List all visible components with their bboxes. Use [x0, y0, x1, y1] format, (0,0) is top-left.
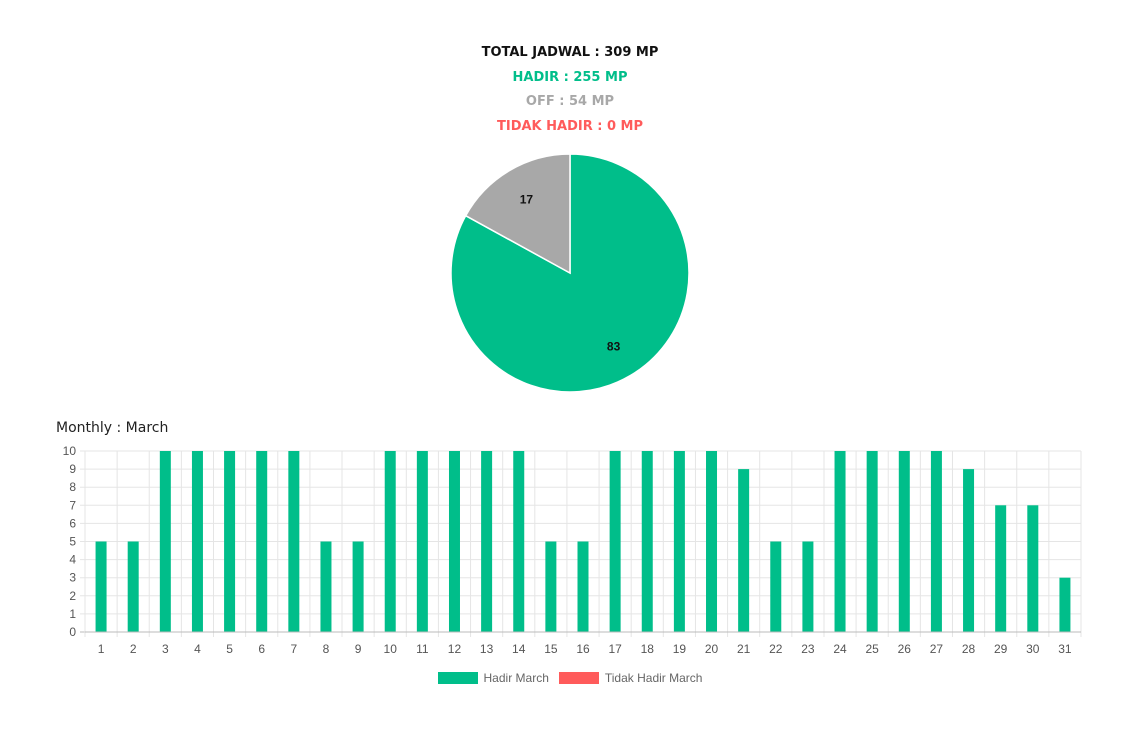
legend-swatch-tidak-hadir: [558, 672, 599, 684]
x-tick-label: 8: [323, 642, 330, 656]
bar-hadir-day-30[interactable]: [1027, 505, 1039, 632]
bar-hadir-day-7[interactable]: [288, 451, 300, 632]
y-tick-label: 7: [69, 498, 76, 512]
legend-label-hadir: Hadir March: [483, 671, 549, 685]
x-tick-label: 12: [448, 642, 462, 656]
bar-hadir-day-15[interactable]: [545, 541, 557, 633]
x-tick-label: 15: [544, 642, 558, 656]
x-tick-label: 27: [930, 642, 944, 656]
bar-hadir-day-28[interactable]: [963, 469, 975, 632]
x-tick-label: 11: [416, 642, 429, 656]
x-tick-label: 31: [1058, 642, 1072, 656]
bar-hadir-day-8[interactable]: [320, 541, 332, 633]
y-tick-label: 9: [69, 462, 76, 476]
bar-hadir-day-3[interactable]: [159, 451, 171, 632]
x-tick-label: 28: [962, 642, 976, 656]
x-tick-label: 3: [162, 642, 169, 656]
bar-hadir-day-17[interactable]: [609, 451, 621, 632]
bar-hadir-day-11[interactable]: [416, 451, 428, 632]
bar-hadir-day-18[interactable]: [641, 451, 653, 632]
bar-hadir-day-26[interactable]: [898, 451, 910, 632]
bar-hadir-day-12[interactable]: [448, 451, 460, 632]
x-tick-label: 7: [290, 642, 297, 656]
x-tick-label: 25: [865, 642, 879, 656]
legend-swatch-hadir: [437, 672, 478, 684]
y-tick-label: 5: [69, 535, 76, 549]
x-tick-label: 9: [355, 642, 362, 656]
y-tick-label: 3: [69, 571, 76, 585]
x-tick-label: 13: [480, 642, 494, 656]
x-tick-label: 6: [258, 642, 265, 656]
bar-hadir-day-9[interactable]: [352, 541, 364, 633]
x-tick-label: 30: [1026, 642, 1040, 656]
y-tick-label: 10: [63, 444, 77, 458]
x-tick-label: 20: [705, 642, 719, 656]
x-tick-label: 23: [801, 642, 815, 656]
bar-hadir-day-4[interactable]: [191, 451, 203, 632]
bar-hadir-day-5[interactable]: [224, 451, 236, 632]
pie-slice-label: 17: [520, 192, 534, 206]
bar-hadir-day-31[interactable]: [1059, 577, 1071, 632]
monthly-title: Monthly : March: [56, 420, 169, 436]
chart-legend: Hadir March Tidak Hadir March: [0, 671, 1140, 685]
bar-hadir-day-23[interactable]: [802, 541, 814, 633]
bar-hadir-day-25[interactable]: [866, 451, 878, 632]
x-tick-label: 5: [226, 642, 233, 656]
bar-hadir-day-13[interactable]: [481, 451, 493, 632]
x-tick-label: 18: [641, 642, 655, 656]
y-tick-label: 8: [69, 480, 76, 494]
x-tick-label: 10: [384, 642, 398, 656]
bar-hadir-day-22[interactable]: [770, 541, 782, 633]
y-tick-label: 2: [69, 589, 76, 603]
x-tick-label: 19: [673, 642, 687, 656]
x-tick-label: 2: [130, 642, 137, 656]
pie-slice-label: 83: [607, 340, 621, 354]
x-tick-label: 26: [898, 642, 912, 656]
legend-item-hadir[interactable]: Hadir March: [437, 671, 549, 685]
bar-hadir-day-6[interactable]: [256, 451, 268, 632]
attendance-pie-chart: 83 17: [450, 153, 690, 393]
summary-tidak-hadir: TIDAK HADIR : 0 MP: [496, 119, 644, 134]
bar-hadir-day-29[interactable]: [995, 505, 1007, 632]
pie-slice-17[interactable]: [464, 153, 571, 275]
legend-item-tidak-hadir[interactable]: Tidak Hadir March: [558, 671, 703, 685]
y-tick-label: 6: [69, 516, 76, 530]
legend-label-tidak-hadir: Tidak Hadir March: [604, 671, 703, 685]
bar-hadir-day-24[interactable]: [834, 451, 846, 632]
y-tick-label: 0: [69, 625, 76, 639]
bar-hadir-day-16[interactable]: [577, 541, 589, 633]
x-tick-label: 24: [833, 642, 847, 656]
summary-hadir: HADIR : 255 MP: [512, 70, 628, 85]
bar-hadir-day-19[interactable]: [673, 451, 685, 632]
summary-off: OFF : 54 MP: [525, 94, 615, 109]
y-tick-label: 4: [69, 553, 76, 567]
bar-hadir-day-2[interactable]: [127, 541, 139, 633]
x-tick-label: 1: [98, 642, 105, 656]
x-tick-label: 16: [576, 642, 590, 656]
bar-hadir-day-10[interactable]: [384, 451, 396, 632]
x-tick-label: 21: [737, 642, 751, 656]
bar-hadir-day-1[interactable]: [95, 541, 107, 633]
summary-total: TOTAL JADWAL : 309 MP: [481, 45, 659, 60]
x-tick-label: 29: [994, 642, 1008, 656]
bar-hadir-day-21[interactable]: [738, 469, 750, 632]
x-tick-label: 4: [194, 642, 201, 656]
y-tick-label: 1: [69, 607, 76, 621]
bar-hadir-day-27[interactable]: [930, 451, 942, 632]
bar-hadir-day-20[interactable]: [706, 451, 718, 632]
bar-hadir-day-14[interactable]: [513, 451, 525, 632]
x-tick-label: 17: [608, 642, 622, 656]
x-tick-label: 14: [512, 642, 526, 656]
x-tick-label: 22: [769, 642, 783, 656]
